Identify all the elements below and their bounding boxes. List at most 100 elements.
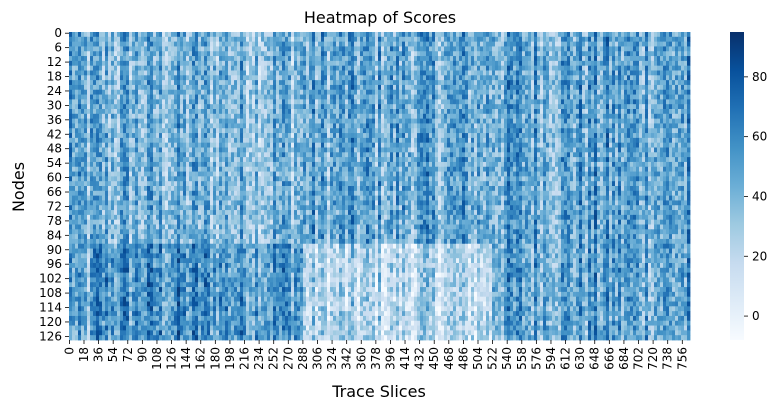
heatmap-cell [108, 56, 112, 62]
heatmap-cell [507, 104, 511, 110]
heatmap-cell [381, 137, 385, 144]
heatmap-cell [288, 113, 292, 120]
heatmap-cell [72, 46, 76, 52]
heatmap-cell [369, 51, 373, 57]
heatmap-cell [435, 94, 439, 100]
heatmap-cell [306, 84, 310, 91]
heatmap-cell [420, 36, 424, 43]
heatmap-cell [144, 104, 148, 110]
heatmap-cell [663, 118, 667, 124]
heatmap-cell [477, 56, 481, 62]
heatmap-cell [561, 104, 565, 110]
heatmap-cell [486, 123, 490, 129]
heatmap-cell [636, 99, 640, 105]
heatmap-cell [339, 123, 343, 129]
heatmap-cell [150, 94, 154, 100]
heatmap-cell [645, 113, 649, 120]
heatmap-cell [627, 128, 631, 134]
heatmap-cell [165, 118, 169, 124]
heatmap-cell [663, 142, 667, 148]
heatmap-cell [606, 75, 610, 81]
heatmap-cell [519, 104, 523, 110]
heatmap-cell [312, 84, 316, 91]
heatmap-cell [666, 84, 670, 91]
heatmap-cell [123, 75, 127, 81]
heatmap-cell [630, 133, 634, 139]
heatmap-cell [207, 51, 211, 57]
heatmap-cell [663, 32, 667, 38]
heatmap-cell [225, 118, 229, 124]
heatmap-cell [399, 113, 403, 120]
heatmap-cell [399, 65, 403, 71]
heatmap-cell [297, 41, 301, 47]
heatmap-cell [84, 99, 88, 105]
heatmap-cell [429, 80, 433, 86]
heatmap-cell [219, 65, 223, 71]
heatmap-cell [498, 60, 502, 67]
heatmap-cell [189, 133, 193, 139]
heatmap-cell [345, 99, 349, 105]
heatmap-cell [615, 60, 619, 67]
heatmap-cell [546, 80, 550, 86]
heatmap-cell [489, 56, 493, 62]
heatmap-cell [351, 133, 355, 139]
heatmap-cell [351, 84, 355, 91]
heatmap-cell [414, 104, 418, 110]
heatmap-cell [450, 36, 454, 43]
heatmap-cell [153, 94, 157, 100]
heatmap-cell [318, 109, 322, 115]
heatmap-cell [414, 75, 418, 81]
heatmap-cell [216, 56, 220, 62]
heatmap-cell [222, 128, 226, 134]
heatmap-cell [228, 60, 232, 67]
heatmap-cell [627, 80, 631, 86]
heatmap-cell [672, 109, 676, 115]
heatmap-cell [276, 41, 280, 47]
heatmap-cell [192, 128, 196, 134]
heatmap-cell [573, 94, 577, 100]
heatmap-cell [435, 75, 439, 81]
heatmap-cell [258, 118, 262, 124]
heatmap-cell [288, 99, 292, 105]
heatmap-cell [327, 137, 331, 144]
heatmap-cell [258, 84, 262, 91]
heatmap-cell [210, 89, 214, 95]
heatmap-cell [672, 133, 676, 139]
heatmap-cell [144, 133, 148, 139]
heatmap-cell [108, 46, 112, 52]
heatmap-cell [87, 142, 91, 148]
heatmap-cell [117, 137, 121, 144]
heatmap-cell [438, 94, 442, 100]
heatmap-cell [195, 80, 199, 86]
heatmap-cell [453, 65, 457, 71]
heatmap-cell [243, 84, 247, 91]
heatmap-cell [213, 104, 217, 110]
heatmap-cell [192, 65, 196, 71]
heatmap-cell [240, 36, 244, 43]
heatmap-cell [558, 142, 562, 148]
heatmap-cell [324, 99, 328, 105]
heatmap-cell [444, 133, 448, 139]
heatmap-cell [525, 128, 529, 134]
heatmap-cell [426, 133, 430, 139]
heatmap-cell [642, 104, 646, 110]
heatmap-cell [417, 70, 421, 76]
heatmap-cell [339, 51, 343, 57]
heatmap-cell [630, 128, 634, 134]
heatmap-cell [408, 133, 412, 139]
heatmap-cell [108, 36, 112, 43]
heatmap-cell [162, 51, 166, 57]
heatmap-cell [561, 32, 565, 38]
heatmap-cell [324, 36, 328, 43]
heatmap-cell [300, 142, 304, 148]
heatmap-cell [87, 94, 91, 100]
heatmap-cell [546, 60, 550, 67]
heatmap-cell [465, 51, 469, 57]
heatmap-cell [450, 109, 454, 115]
heatmap-cell [111, 147, 115, 153]
heatmap-cell [423, 104, 427, 110]
heatmap-cell [345, 113, 349, 120]
heatmap-cell [501, 41, 505, 47]
heatmap-cell [354, 80, 358, 86]
heatmap-cell [561, 80, 565, 86]
